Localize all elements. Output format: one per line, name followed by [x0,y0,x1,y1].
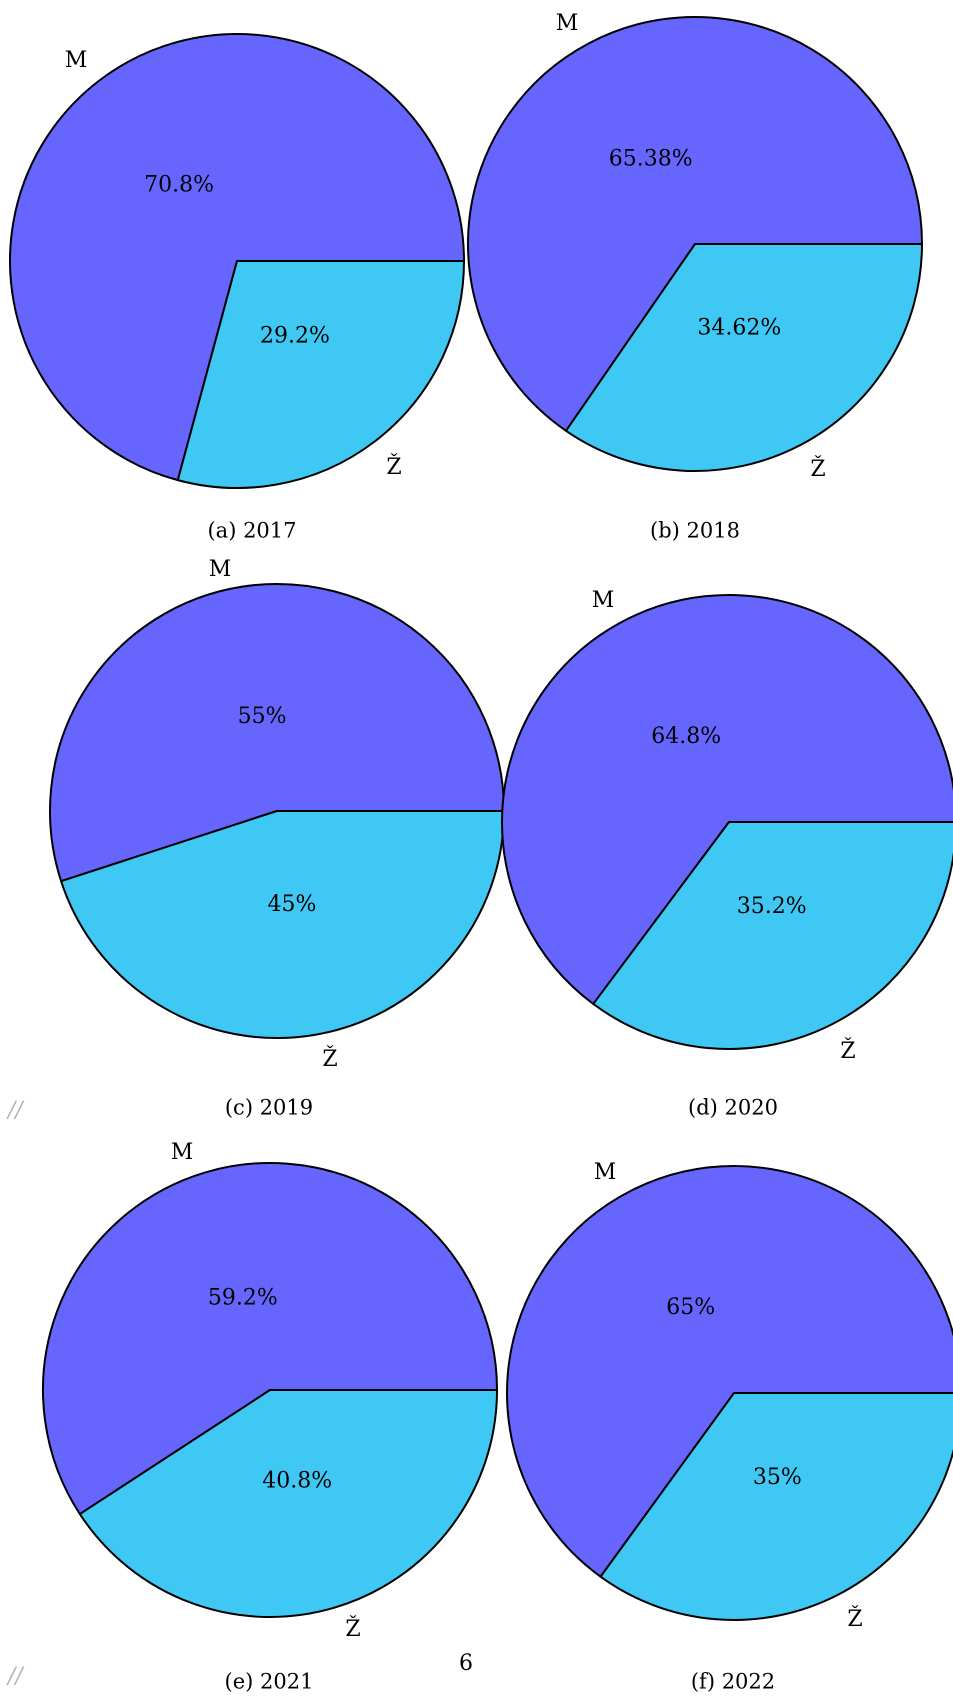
slice-category-label: Ž [840,1037,855,1064]
slice-category-label: M [592,588,615,613]
pie-chart: 55% 45% M Ž (c) 2019 [49,557,505,1120]
slice-category-label: Ž [847,1605,862,1632]
slice-percent-label: 45% [267,892,316,917]
pie-slice-z [592,821,953,1050]
slice-percent-label: 65.38% [609,147,693,172]
pie-slice-m [506,1165,953,1578]
pie-slice-m [42,1162,498,1516]
pie-chart: 65.38% 34.62% M Ž (b) 2018 [467,11,923,543]
stray-mark: // [8,1664,23,1689]
pie-slice-z [599,1392,953,1621]
pie-chart: 70.8% 29.2% M Ž (a) 2017 [9,33,465,543]
pie-slice-m [49,583,505,883]
slice-category-label: M [65,48,88,73]
slice-category-label: M [556,11,579,36]
slice-percent-label: 59.2% [208,1286,278,1311]
subfigure-caption: (b) 2018 [650,519,740,543]
slice-category-label: Ž [386,453,401,480]
slice-category-label: M [171,1140,194,1165]
slice-category-label: Ž [810,455,825,482]
slice-percent-label: 64.8% [651,724,721,749]
slice-category-label: Ž [322,1045,337,1072]
slice-percent-label: 35.2% [737,894,807,919]
pie-slice-m [9,33,465,482]
subfigure-caption: (a) 2017 [207,519,296,543]
slice-percent-label: 70.8% [144,172,214,197]
slice-category-label: M [209,557,232,582]
subfigure-caption: (e) 2021 [225,1670,314,1694]
pie-slice-z [176,260,465,489]
pie-chart: 59.2% 40.8% M Ž (e) 2021 [42,1140,498,1694]
subfigure-caption: (c) 2019 [225,1096,313,1120]
slice-percent-label: 40.8% [262,1468,332,1493]
slice-percent-label: 55% [238,704,287,729]
pie-chart: 64.8% 35.2% M Ž (d) 2020 [501,588,953,1120]
slice-percent-label: 34.62% [697,315,781,340]
subfigure-caption: (d) 2020 [688,1096,778,1120]
slice-percent-label: 29.2% [260,324,330,349]
pie-slice-m [467,16,923,432]
pie-slice-z [78,1389,498,1618]
slice-percent-label: 35% [753,1465,802,1490]
stray-mark: // [8,1098,23,1123]
pie-slice-m [501,594,953,1005]
slice-category-label: M [594,1160,617,1185]
pie-chart: 65% 35% M Ž (f) 2022 [506,1160,953,1694]
slice-category-label: Ž [345,1615,360,1642]
slice-percent-label: 65% [666,1295,715,1320]
subfigure-caption: (f) 2022 [691,1670,775,1694]
pie-slice-z [565,243,923,472]
page-number: 6 [459,1651,473,1676]
pie-slice-z [60,810,505,1039]
